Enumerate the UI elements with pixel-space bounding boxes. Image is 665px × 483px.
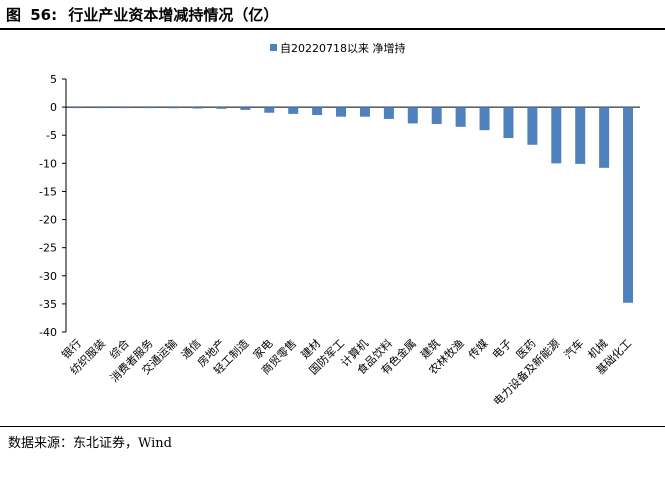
figure-number: 56: [30,6,58,24]
bar [623,107,634,303]
bar [407,107,418,124]
legend-swatch [270,44,277,51]
bar [431,107,442,124]
y-tick-label: -40 [39,326,57,339]
y-tick-label: -5 [46,129,57,142]
bar [455,107,466,127]
bar [503,107,514,139]
bar [168,107,179,109]
bar [551,107,562,164]
bar [479,107,490,131]
source-note: 数据来源：东北证券，Wind [8,432,172,451]
bar [383,107,394,119]
y-tick-label: -25 [39,242,57,255]
bar [312,107,323,115]
y-tick-label: -15 [39,185,57,198]
bar [575,107,586,164]
bar [72,107,83,109]
title-rule [0,28,665,30]
bar [288,107,299,114]
y-tick-label: -30 [39,270,57,283]
x-tick-label: 电子 [490,337,515,362]
figure-title: 行业产业资本增减持情况（亿） [68,6,279,24]
y-tick-label: -10 [39,157,57,170]
x-tick-label: 传媒 [466,337,491,362]
bar [336,107,347,117]
figure-label: 图 [6,6,22,24]
y-tick-label: 5 [50,73,57,86]
bar [120,107,131,109]
bar-series [72,107,634,303]
chart-legend: 自20220718以来 净增持 [270,41,406,55]
bar [359,107,370,117]
bar [96,107,107,109]
bar-chart: 自20220718以来 净增持 5 0 -5 -10 -15 -20 -25 -30 -35 -4… [39,41,640,408]
legend-label: 自20220718以来 净增持 [280,41,406,55]
y-tick-label: -20 [39,214,57,227]
bar [264,107,275,113]
bar [599,107,610,168]
source-prefix: 数据来源：东北证券， [8,436,139,451]
bar [240,107,251,110]
bar [192,107,203,109]
y-tick-label: -35 [39,298,57,311]
source-rule [0,426,665,427]
figure-title-row: 图 56: 行业产业资本增减持情况（亿） [6,4,278,25]
y-tick-label: 0 [50,101,57,114]
x-tick-label: 汽车 [561,336,586,361]
y-axis: 5 0 -5 -10 -15 -20 -25 -30 -35 -40 [39,73,640,339]
bar [216,107,227,109]
bar [144,107,155,109]
source-suffix: Wind [138,436,173,451]
bar [527,107,538,145]
